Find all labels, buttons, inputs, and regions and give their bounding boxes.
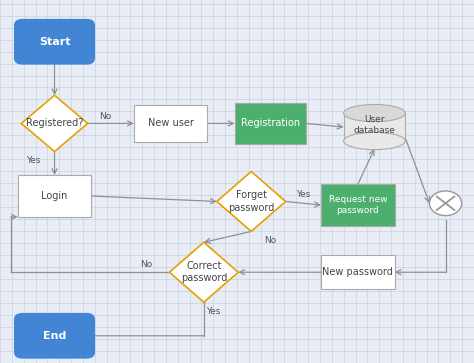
Text: New user: New user bbox=[148, 118, 193, 129]
Bar bbox=[134, 105, 207, 142]
Bar bbox=[344, 113, 405, 141]
FancyBboxPatch shape bbox=[14, 19, 95, 65]
Bar bbox=[18, 175, 91, 217]
Text: Correct
password: Correct password bbox=[181, 261, 227, 284]
Polygon shape bbox=[21, 95, 88, 152]
Text: Start: Start bbox=[39, 37, 70, 47]
Text: Yes: Yes bbox=[26, 156, 40, 165]
Bar bbox=[235, 102, 306, 144]
Text: User
database: User database bbox=[354, 115, 395, 135]
Text: Forget
password: Forget password bbox=[228, 190, 274, 213]
Text: Login: Login bbox=[41, 191, 68, 201]
Text: Registered?: Registered? bbox=[26, 118, 83, 129]
Text: Registration: Registration bbox=[241, 118, 300, 129]
Text: Yes: Yes bbox=[296, 191, 311, 199]
Text: No: No bbox=[140, 261, 152, 269]
Polygon shape bbox=[217, 172, 285, 232]
Text: Request new
password: Request new password bbox=[328, 195, 387, 215]
Text: New password: New password bbox=[322, 267, 393, 277]
Text: No: No bbox=[100, 113, 112, 121]
Bar bbox=[321, 255, 394, 290]
Text: Yes: Yes bbox=[206, 307, 220, 316]
Ellipse shape bbox=[344, 105, 405, 122]
Text: No: No bbox=[264, 236, 276, 245]
Bar bbox=[321, 184, 394, 226]
Ellipse shape bbox=[344, 132, 405, 150]
Text: End: End bbox=[43, 331, 66, 341]
Circle shape bbox=[429, 191, 462, 216]
Polygon shape bbox=[169, 242, 238, 302]
FancyBboxPatch shape bbox=[14, 313, 95, 359]
